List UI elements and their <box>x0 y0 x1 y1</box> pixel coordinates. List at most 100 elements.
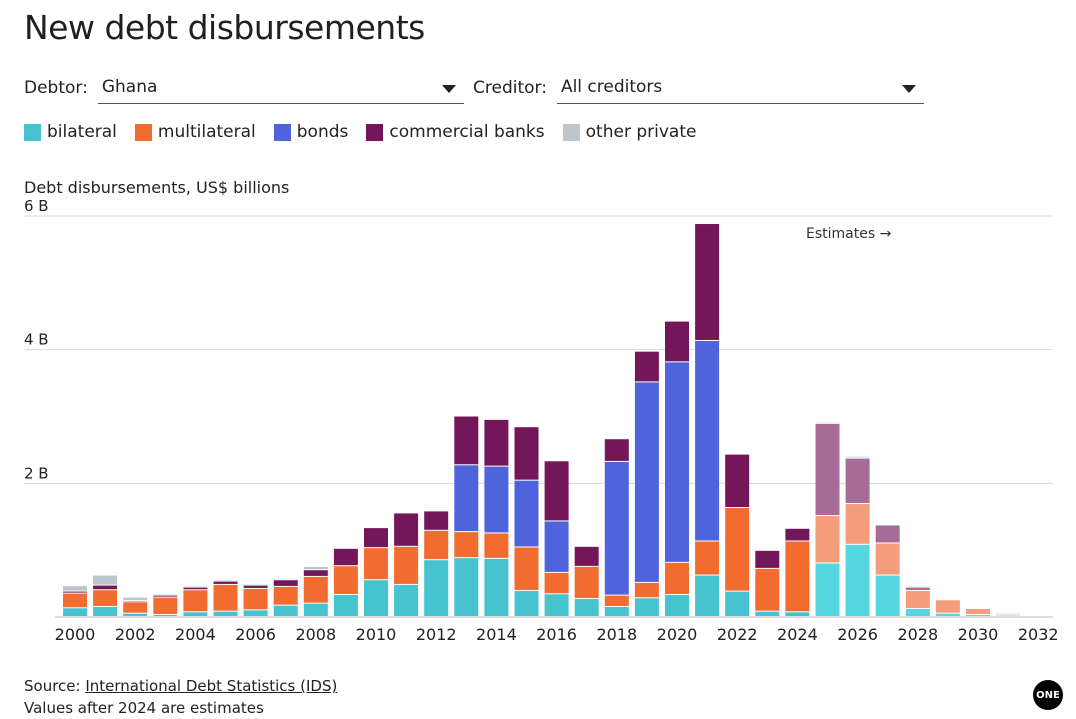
bar-segment <box>635 352 659 382</box>
bar-segment <box>515 427 539 479</box>
bar-segment <box>605 607 629 616</box>
source-prefix: Source: <box>24 677 85 695</box>
bar-segment <box>454 465 478 531</box>
bar-segment <box>454 532 478 557</box>
bar-segment <box>394 547 418 584</box>
x-tick-label: 2012 <box>416 625 457 644</box>
bar-segment <box>575 599 599 616</box>
source-link[interactable]: International Debt Statistics (IDS) <box>85 677 337 695</box>
bar-segment <box>545 573 569 593</box>
estimates-annotation: Estimates → <box>806 226 892 242</box>
bar-segment <box>936 600 960 612</box>
bar-segment <box>936 614 960 616</box>
bar-segment <box>93 586 117 590</box>
bar-segment <box>575 567 599 598</box>
bar-segment <box>454 417 478 465</box>
bar-segment <box>334 595 358 616</box>
bar-segment <box>454 558 478 616</box>
bar-segment <box>63 608 87 616</box>
bar-segment <box>605 439 629 461</box>
y-tick-label: 4 B <box>24 331 49 349</box>
bar-segment <box>725 592 749 616</box>
bar-segment <box>966 609 990 614</box>
bar-segment <box>785 529 809 541</box>
bar-segment <box>846 457 870 458</box>
bar-segment <box>484 420 508 466</box>
bar-segment <box>725 508 749 591</box>
bar-segment <box>816 516 840 562</box>
x-tick-label: 2028 <box>897 625 938 644</box>
footer: Source: International Debt Statistics (I… <box>24 675 337 719</box>
bar-segment <box>183 612 207 616</box>
x-tick-label: 2006 <box>235 625 276 644</box>
bar-segment <box>876 576 900 616</box>
bar-segment <box>846 545 870 616</box>
bar-segment <box>244 589 268 609</box>
bar-segment <box>334 549 358 565</box>
bar-segment <box>484 467 508 533</box>
bar-segment <box>605 596 629 606</box>
x-tick-label: 2030 <box>958 625 999 644</box>
bar-segment <box>605 462 629 595</box>
one-logo: ONE <box>1033 680 1063 710</box>
x-tick-label: 2010 <box>356 625 397 644</box>
bar-segment <box>695 576 719 616</box>
bar-segment <box>665 362 689 562</box>
bar-segment <box>695 224 719 340</box>
bar-segment <box>63 594 87 608</box>
bar-segment <box>394 585 418 616</box>
bar-segment <box>665 563 689 594</box>
bar-segment <box>274 587 298 605</box>
x-tick-label: 2024 <box>777 625 818 644</box>
bar-segment <box>785 612 809 616</box>
bar-segment <box>63 592 87 593</box>
bar-segment <box>334 566 358 594</box>
bar-segment <box>846 459 870 503</box>
bar-segment <box>695 541 719 574</box>
bar-segment <box>214 582 238 584</box>
bar-segment <box>304 567 328 569</box>
x-tick-label: 2000 <box>55 625 96 644</box>
bar-segment <box>183 590 207 611</box>
bar-segment <box>906 609 930 616</box>
bar-segment <box>575 547 599 566</box>
x-tick-label: 2020 <box>657 625 698 644</box>
bar-segment <box>364 580 388 616</box>
x-tick-label: 2026 <box>837 625 878 644</box>
bar-segment <box>153 598 177 614</box>
y-tick-label: 2 B <box>24 464 49 482</box>
bar-segment <box>123 602 147 612</box>
bar-segment <box>665 322 689 362</box>
bar-segment <box>816 424 840 515</box>
bar-segment <box>424 511 448 529</box>
bar-segment <box>545 461 569 520</box>
bar-segment <box>545 521 569 571</box>
bar-segment <box>484 533 508 557</box>
bar-segment <box>665 595 689 616</box>
x-tick-label: 2032 <box>1018 625 1059 644</box>
bar-segment <box>304 570 328 576</box>
bar-segment <box>785 541 809 611</box>
bar-segment <box>695 341 719 541</box>
x-tick-label: 2018 <box>596 625 637 644</box>
bar-segment <box>93 607 117 616</box>
bar-segment <box>244 586 268 588</box>
bar-segment <box>424 531 448 559</box>
bar-segment <box>183 588 207 590</box>
bar-segment <box>304 604 328 616</box>
bar-segment <box>515 547 539 589</box>
bar-segment <box>93 590 117 606</box>
bar-segment <box>424 560 448 616</box>
bar-segment <box>846 504 870 544</box>
bar-segment <box>635 598 659 616</box>
bar-segment <box>484 559 508 616</box>
y-tick-label: 6 B <box>24 197 49 215</box>
bar-segment <box>214 612 238 616</box>
bar-segment <box>515 591 539 616</box>
bar-segment <box>63 586 87 590</box>
bar-segment <box>364 528 388 547</box>
bar-segment <box>123 614 147 616</box>
x-tick-label: 2002 <box>115 625 156 644</box>
bar-segment <box>153 615 177 616</box>
